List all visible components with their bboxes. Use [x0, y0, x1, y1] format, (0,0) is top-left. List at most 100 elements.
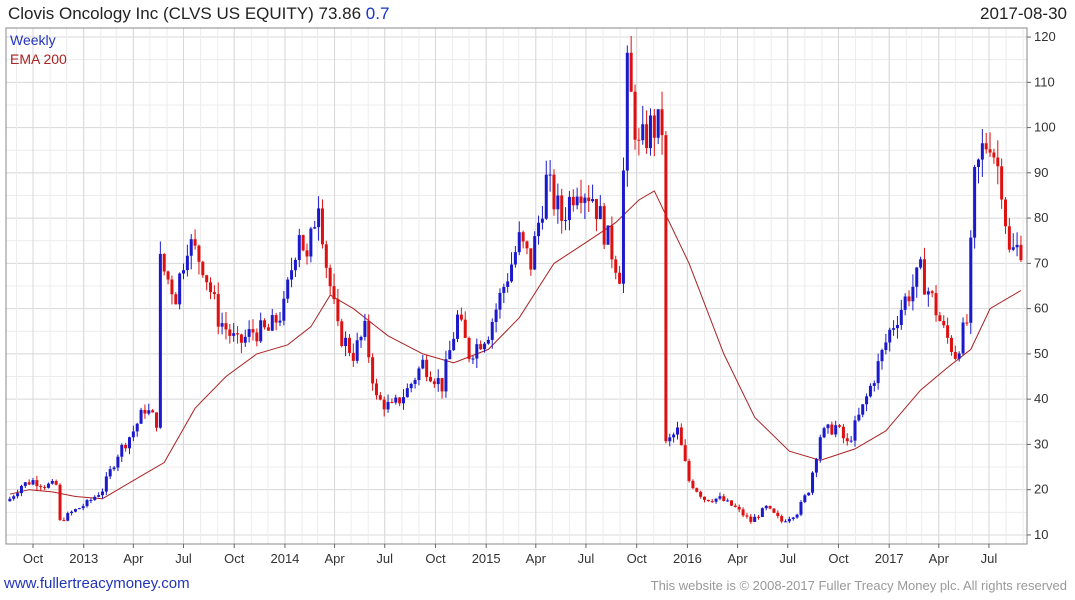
candle-body	[533, 236, 537, 270]
candle-body	[506, 281, 510, 287]
candle-body	[100, 491, 104, 496]
candle-body	[394, 397, 398, 403]
candle-body	[629, 52, 633, 92]
y-tick-label: 60	[1034, 301, 1048, 316]
candle-body	[579, 196, 583, 203]
candle-body	[996, 157, 1000, 167]
candle-body	[12, 496, 16, 499]
candle-body	[857, 414, 861, 421]
candle-body	[618, 272, 622, 284]
candle-body	[911, 286, 915, 302]
candle-body	[456, 314, 460, 339]
candle-body	[552, 174, 556, 210]
candle-body	[907, 296, 911, 302]
candle-body	[768, 505, 772, 509]
candle-body	[274, 315, 278, 323]
candle-body	[776, 512, 780, 517]
candle-body	[270, 315, 274, 331]
candle-body	[135, 423, 139, 432]
candle-body	[822, 428, 826, 438]
candle-body	[120, 444, 124, 457]
ema-line-layer	[9, 190, 1022, 500]
legend-entry: EMA 200	[10, 51, 67, 67]
candle-body	[104, 476, 108, 492]
candle-body	[706, 499, 710, 502]
candle-body	[220, 323, 224, 327]
candle-body	[390, 401, 394, 403]
candle-body	[1007, 226, 1011, 250]
candle-body	[494, 309, 498, 322]
candle-body	[737, 506, 741, 510]
candle-body	[899, 309, 903, 325]
candle-body	[567, 196, 571, 221]
candle-body	[155, 412, 159, 428]
x-tick-label: 2016	[673, 551, 702, 566]
candle-body	[131, 431, 135, 438]
candle-body	[606, 225, 610, 245]
candle-body	[830, 424, 834, 435]
candle-body	[112, 467, 116, 470]
candle-body	[664, 135, 668, 442]
candle-body	[919, 259, 923, 268]
candle-body	[139, 409, 143, 424]
candle-body	[8, 498, 12, 502]
candle-body	[143, 409, 147, 414]
candle-body	[780, 516, 784, 522]
candle-body	[448, 350, 452, 360]
candle-body	[247, 329, 251, 337]
candle-body	[888, 329, 892, 343]
candle-body	[949, 337, 953, 352]
candle-body	[726, 500, 730, 502]
site-link[interactable]: www.fullertreacymoney.com	[4, 575, 190, 592]
candles-layer	[8, 36, 1023, 524]
candle-body	[537, 222, 541, 237]
x-tick-label: Oct	[23, 551, 44, 566]
candle-body	[672, 434, 676, 438]
x-tick-label: Jul	[376, 551, 393, 566]
x-tick-label: Apr	[324, 551, 345, 566]
candle-body	[340, 321, 344, 346]
candle-body	[679, 427, 683, 446]
candle-body	[463, 319, 467, 338]
candle-body	[46, 483, 50, 488]
candle-body	[849, 440, 853, 442]
candle-body	[587, 197, 591, 202]
x-axis: Oct 2013 Apr Jul Oct 2014 Apr Jul Oct 2015 Apr Jul O…	[23, 544, 997, 566]
candle-body	[251, 329, 255, 333]
candle-body	[147, 410, 151, 414]
candle-body	[89, 499, 93, 501]
chart-date: 2017-08-30	[980, 4, 1067, 23]
candle-body	[317, 208, 321, 228]
candle-body	[938, 315, 942, 321]
candle-body	[560, 195, 564, 221]
candle-body	[591, 199, 595, 202]
candle-body	[97, 495, 101, 497]
candle-body	[189, 239, 193, 256]
candle-body	[405, 388, 409, 398]
candle-body	[733, 505, 737, 507]
candle-body	[517, 232, 521, 253]
plot-frame	[5, 27, 1028, 545]
candle-body	[328, 267, 332, 287]
candle-body	[290, 270, 294, 280]
x-tick-label: 2017	[875, 551, 904, 566]
candle-body	[398, 397, 402, 404]
candle-body	[980, 143, 984, 160]
candle-body	[293, 259, 297, 271]
y-tick-label: 10	[1034, 527, 1048, 542]
candle-body	[633, 91, 637, 140]
candle-body	[525, 241, 529, 249]
candle-body	[166, 271, 170, 280]
candle-body	[660, 109, 664, 136]
candle-body	[687, 461, 691, 481]
candle-body	[564, 220, 568, 222]
candle-body	[683, 445, 687, 462]
candle-body	[413, 380, 417, 384]
candle-body	[946, 325, 950, 338]
candle-body	[428, 377, 432, 382]
y-tick-label: 40	[1034, 391, 1048, 406]
candle-body	[988, 149, 992, 153]
candle-body	[903, 296, 907, 310]
candle-body	[529, 248, 533, 270]
